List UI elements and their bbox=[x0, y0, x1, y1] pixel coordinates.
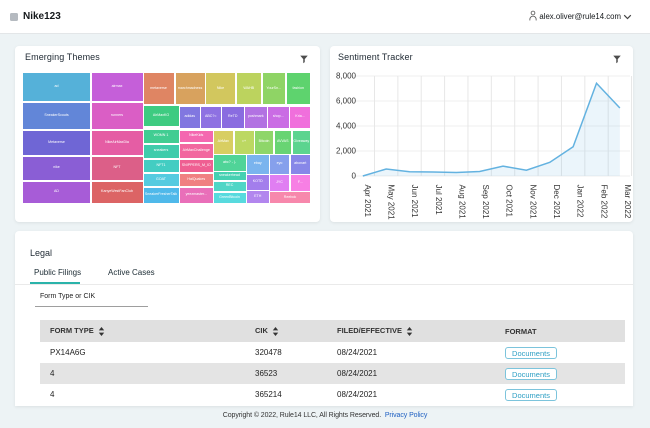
svg-text:Dec 2021: Dec 2021 bbox=[552, 185, 561, 220]
svg-text:Oct 2021: Oct 2021 bbox=[505, 185, 514, 218]
svg-text:Jul 2021: Jul 2021 bbox=[434, 185, 443, 216]
svg-text:0: 0 bbox=[352, 172, 357, 181]
svg-text:8,000: 8,000 bbox=[336, 72, 357, 81]
svg-text:Sep 2021: Sep 2021 bbox=[481, 185, 490, 220]
svg-text:4,000: 4,000 bbox=[336, 122, 357, 131]
svg-text:May 2021: May 2021 bbox=[386, 185, 395, 221]
svg-text:Jun 2021: Jun 2021 bbox=[410, 185, 419, 218]
svg-text:Jan 2022: Jan 2022 bbox=[576, 185, 585, 218]
svg-text:Aug 2021: Aug 2021 bbox=[457, 185, 466, 220]
svg-text:6,000: 6,000 bbox=[336, 97, 357, 106]
svg-text:Nov 2021: Nov 2021 bbox=[528, 185, 537, 220]
svg-text:Apr 2021: Apr 2021 bbox=[363, 185, 372, 218]
svg-text:Feb 2022: Feb 2022 bbox=[599, 185, 608, 219]
svg-text:2,000: 2,000 bbox=[336, 147, 357, 156]
svg-text:Mar 2022: Mar 2022 bbox=[623, 185, 632, 219]
